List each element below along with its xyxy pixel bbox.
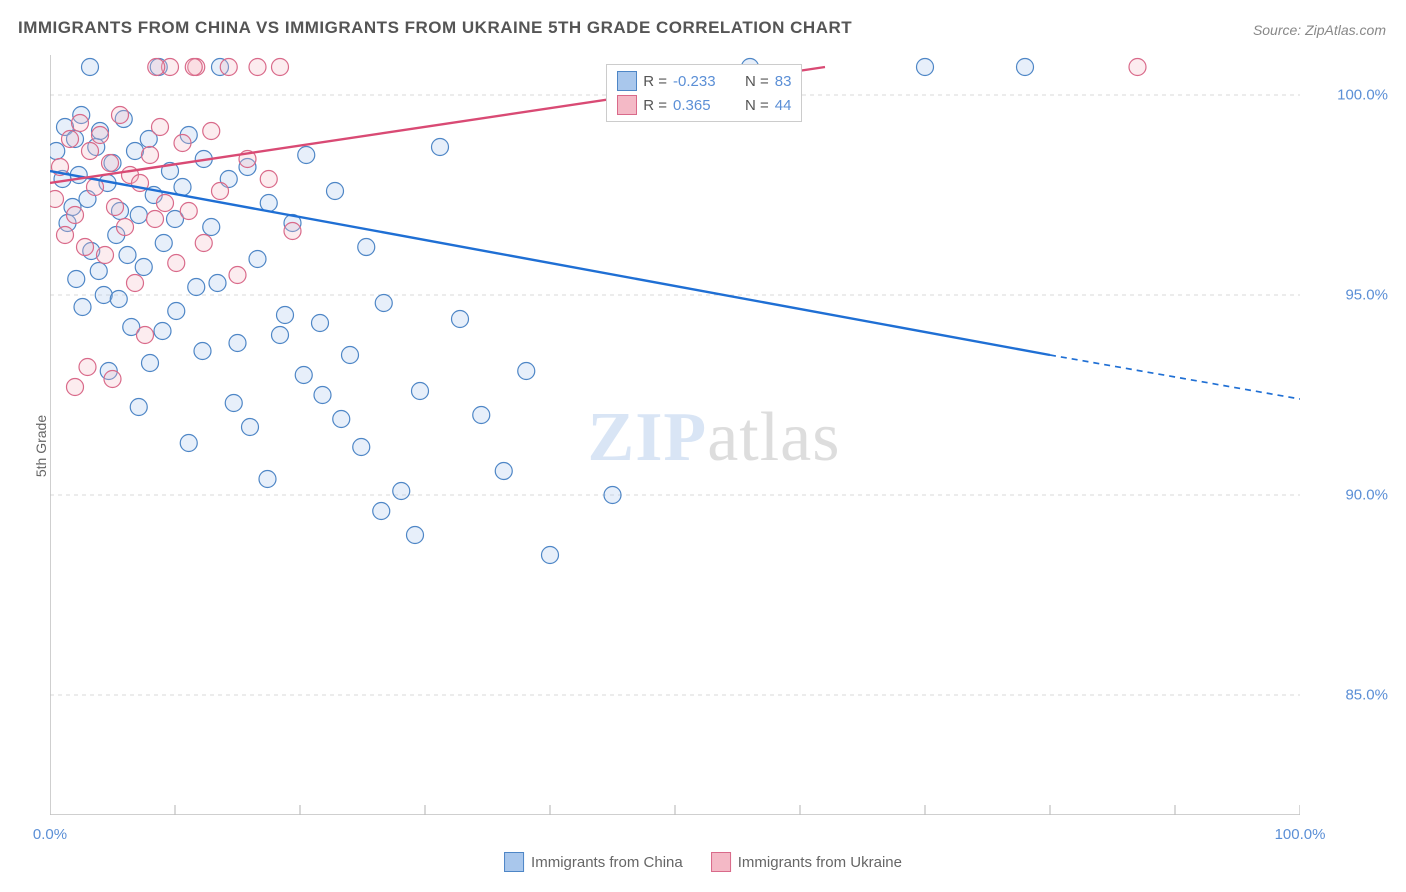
- source-attribution: Source: ZipAtlas.com: [1253, 22, 1386, 38]
- chart-title: IMMIGRANTS FROM CHINA VS IMMIGRANTS FROM…: [18, 18, 852, 38]
- y-tick-label: 95.0%: [1345, 287, 1388, 304]
- y-tick-label: 90.0%: [1345, 487, 1388, 504]
- scatter-plot-svg: [50, 55, 1300, 815]
- correlation-legend-row: R =-0.233N =83: [607, 69, 801, 93]
- series-legend-item: Immigrants from China: [504, 852, 683, 872]
- y-tick-label: 100.0%: [1337, 87, 1388, 104]
- y-tick-label: 85.0%: [1345, 687, 1388, 704]
- correlation-legend: R =-0.233N =83R =0.365N =44: [606, 64, 802, 122]
- x-tick-label: 0.0%: [33, 826, 67, 843]
- y-axis-label: 5th Grade: [33, 415, 49, 477]
- series-legend-item: Immigrants from Ukraine: [711, 852, 902, 872]
- series-legend: Immigrants from China Immigrants from Ukr…: [504, 852, 902, 872]
- correlation-legend-row: R =0.365N =44: [607, 93, 801, 117]
- chart-plot-area: 85.0%90.0%95.0%100.0% 0.0%100.0% R =-0.2…: [50, 55, 1300, 815]
- x-tick-label: 100.0%: [1275, 826, 1326, 843]
